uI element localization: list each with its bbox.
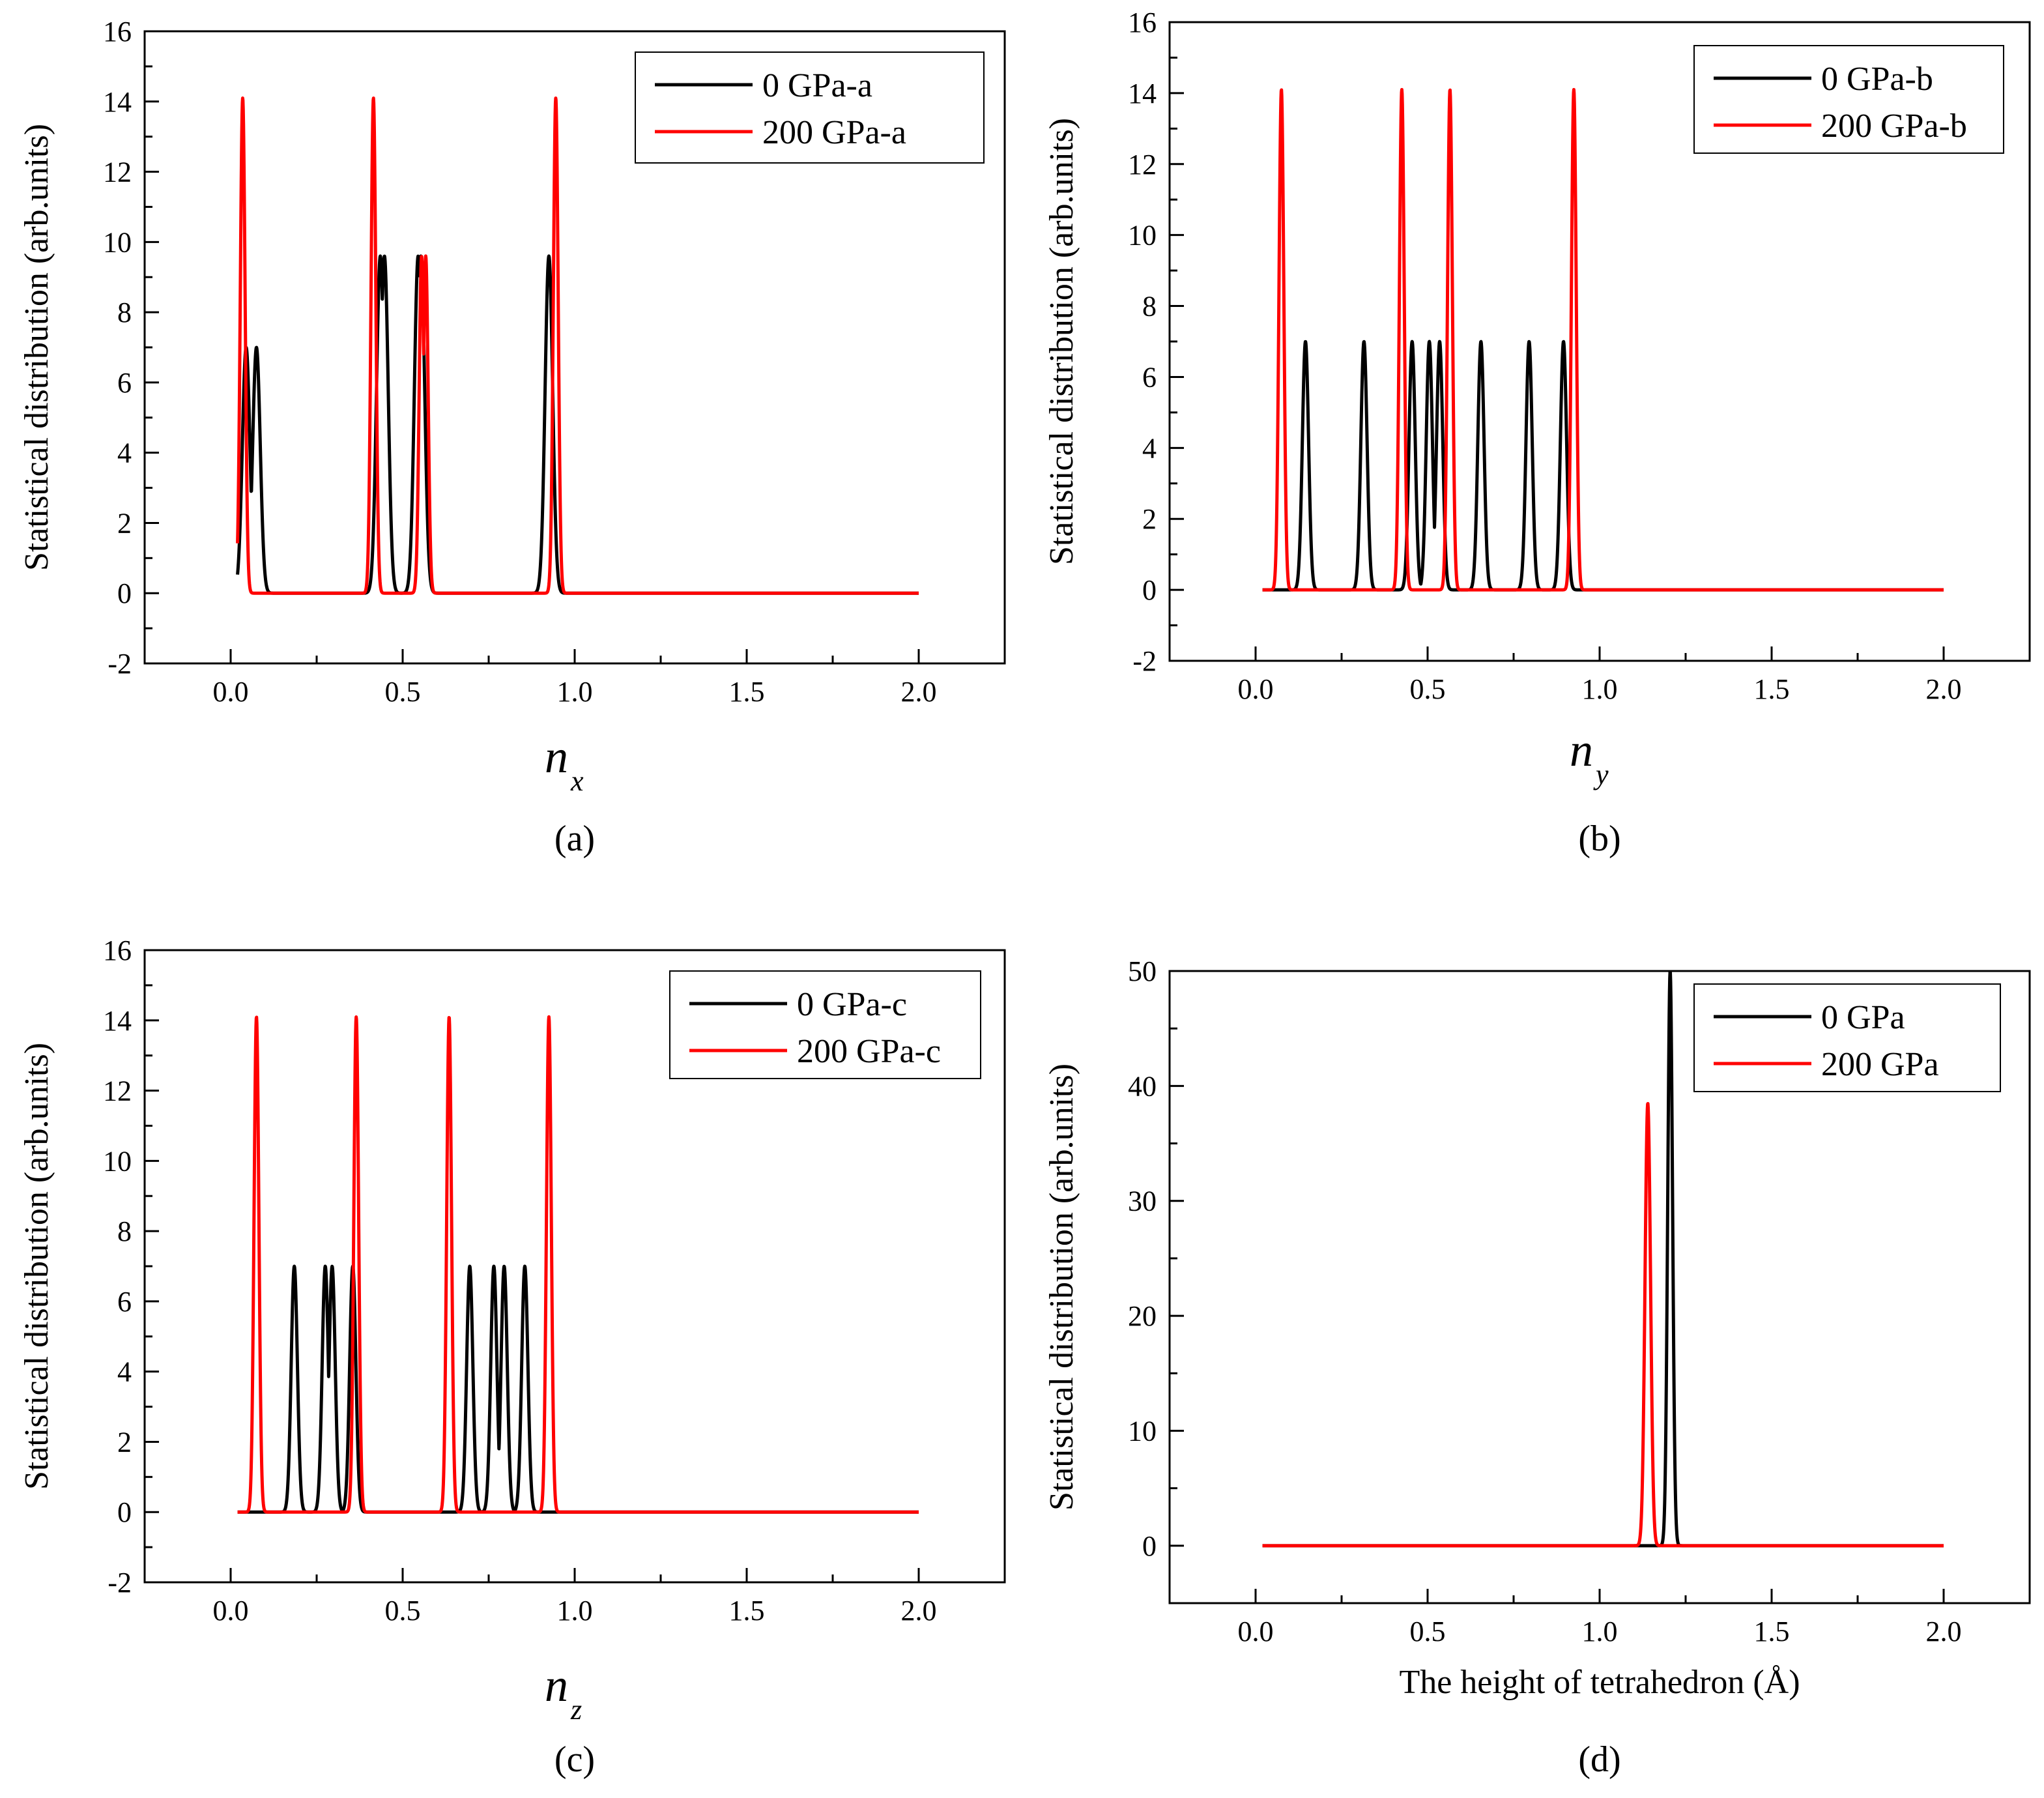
series-line-black bbox=[236, 254, 921, 595]
y-tick-label: 14 bbox=[103, 86, 132, 118]
series-line-red bbox=[1261, 87, 1946, 592]
y-tick-label: 12 bbox=[1128, 149, 1157, 181]
legend-label: 0 GPa bbox=[1821, 999, 1905, 1036]
x-tick-label: 2.0 bbox=[901, 1595, 937, 1627]
y-tick-label: 0 bbox=[117, 577, 132, 609]
y-tick-label: 2 bbox=[117, 1426, 132, 1458]
legend-label: 200 GPa-c bbox=[797, 1033, 941, 1070]
legend: 0 GPa-a 200 GPa-a bbox=[635, 51, 985, 164]
legend-box bbox=[669, 970, 981, 1079]
series-line-black bbox=[236, 1264, 921, 1514]
y-tick-label: 4 bbox=[117, 1356, 132, 1388]
y-axis-title: Statistical distribution (arb.units) bbox=[18, 124, 55, 571]
legend-box bbox=[1693, 983, 2001, 1092]
chart-panel-c: 0.0 0.5 1.0 1.5 2.0 -2 0 2 4 6 8 10 12 14 16 Statistica… bbox=[18, 935, 1006, 1780]
y-tick-label: 0 bbox=[1142, 1530, 1157, 1562]
x-tick-label: 1.0 bbox=[557, 1595, 593, 1627]
y-tick-label: 10 bbox=[103, 226, 132, 258]
y-tick-label: 16 bbox=[1128, 7, 1157, 38]
y-tick-label: 4 bbox=[117, 437, 132, 469]
x-tick-label: 0.0 bbox=[213, 1595, 249, 1627]
x-axis-title: The height of tetrahedron (Å) bbox=[1399, 1664, 1800, 1701]
y-tick-label: 40 bbox=[1128, 1070, 1157, 1102]
y-tick-label: 30 bbox=[1128, 1185, 1157, 1217]
y-tick-label: 10 bbox=[1128, 220, 1157, 252]
chart-panel-d: 0.0 0.5 1.0 1.5 2.0 0 10 20 30 40 50 Statistical di… bbox=[1043, 955, 2031, 1780]
x-tick-label: 2.0 bbox=[1926, 1616, 1962, 1647]
x-tick-label: 1.0 bbox=[1582, 1616, 1618, 1647]
series-line-red bbox=[236, 1015, 921, 1514]
y-axis-title: Statistical distribution (arb.units) bbox=[1043, 118, 1080, 565]
x-tick-label: 0.5 bbox=[385, 1595, 421, 1627]
legend-box bbox=[635, 51, 985, 164]
y-tick-label: 2 bbox=[117, 507, 132, 539]
panel-label: (d) bbox=[1578, 1739, 1620, 1780]
x-tick-label: 0.5 bbox=[385, 676, 421, 708]
legend-label: 0 GPa-b bbox=[1821, 61, 1933, 98]
y-tick-label: 6 bbox=[117, 367, 132, 399]
x-tick-label: 1.0 bbox=[557, 676, 593, 708]
y-tick-label: 8 bbox=[117, 1215, 132, 1247]
x-tick-label: 1.5 bbox=[729, 1595, 765, 1627]
x-axis-title-subscript: y bbox=[1593, 759, 1609, 790]
y-tick-label: 12 bbox=[103, 156, 132, 188]
x-axis-title-subscript: z bbox=[570, 1694, 582, 1726]
chart-panel-a: 0.0 0.5 1.0 1.5 2.0 -2 0 2 4 6 8 10 12 14 16 Statistica… bbox=[18, 16, 1006, 859]
x-axis-title: n bbox=[545, 1659, 568, 1711]
y-tick-label: 6 bbox=[117, 1286, 132, 1318]
x-axis-title: n bbox=[1570, 724, 1593, 776]
x-tick-label: 1.5 bbox=[1754, 1616, 1790, 1647]
x-tick-label: 2.0 bbox=[901, 676, 937, 708]
x-tick-label: 1.5 bbox=[1754, 673, 1790, 705]
y-tick-label: 8 bbox=[117, 297, 132, 328]
y-tick-label: 8 bbox=[1142, 291, 1157, 323]
series-line-black bbox=[1261, 340, 1946, 592]
x-tick-label: 0.5 bbox=[1410, 673, 1446, 705]
legend: 0 GPa-b 200 GPa-b bbox=[1693, 45, 2004, 154]
legend-label: 200 GPa bbox=[1821, 1046, 1939, 1083]
x-tick-label: 1.0 bbox=[1582, 673, 1618, 705]
legend: 0 GPa 200 GPa bbox=[1693, 983, 2001, 1092]
y-axis-title: Statistical distribution (arb.units) bbox=[1043, 1064, 1080, 1511]
legend-label: 200 GPa-a bbox=[762, 114, 906, 151]
legend-label: 0 GPa-c bbox=[797, 986, 907, 1023]
y-tick-label: 4 bbox=[1142, 432, 1157, 464]
y-tick-label: 20 bbox=[1128, 1300, 1157, 1332]
x-tick-label: 1.5 bbox=[729, 676, 765, 708]
x-axis-title-subscript: x bbox=[570, 765, 584, 797]
y-tick-label: 10 bbox=[103, 1145, 132, 1177]
y-tick-label: 16 bbox=[103, 935, 132, 966]
legend-label: 200 GPa-b bbox=[1821, 108, 1967, 145]
x-tick-label: 2.0 bbox=[1926, 673, 1962, 705]
x-tick-label: 0.5 bbox=[1410, 1616, 1446, 1647]
series-line-red bbox=[236, 96, 921, 595]
y-tick-label: 50 bbox=[1128, 955, 1157, 987]
panel-label: (b) bbox=[1578, 819, 1620, 859]
y-axis-title: Statistical distribution (arb.units) bbox=[18, 1043, 55, 1490]
panel-label: (a) bbox=[554, 819, 595, 859]
x-tick-label: 0.0 bbox=[213, 676, 249, 708]
y-tick-label: 0 bbox=[117, 1496, 132, 1528]
x-tick-label: 0.0 bbox=[1238, 1616, 1274, 1647]
y-tick-label: -2 bbox=[108, 1567, 132, 1599]
y-tick-label: -2 bbox=[1132, 645, 1157, 677]
y-tick-label: 14 bbox=[1128, 78, 1157, 109]
legend-label: 0 GPa-a bbox=[762, 67, 872, 104]
legend: 0 GPa-c 200 GPa-c bbox=[669, 970, 981, 1079]
y-tick-label: 2 bbox=[1142, 503, 1157, 535]
series-line-red bbox=[1261, 1101, 1946, 1548]
x-axis-title: n bbox=[545, 731, 568, 783]
panel-label: (c) bbox=[554, 1739, 595, 1780]
y-tick-label: 14 bbox=[103, 1005, 132, 1037]
y-tick-label: -2 bbox=[108, 648, 132, 680]
y-tick-label: 12 bbox=[103, 1075, 132, 1107]
y-tick-label: 0 bbox=[1142, 574, 1157, 606]
x-tick-label: 0.0 bbox=[1238, 673, 1274, 705]
y-tick-label: 6 bbox=[1142, 361, 1157, 393]
chart-panel-b: 0.0 0.5 1.0 1.5 2.0 -2 0 2 4 6 8 10 12 14 16 Statistica… bbox=[1043, 7, 2031, 859]
legend-box bbox=[1693, 45, 2004, 154]
y-tick-label: 10 bbox=[1128, 1415, 1157, 1447]
y-tick-label: 16 bbox=[103, 16, 132, 48]
